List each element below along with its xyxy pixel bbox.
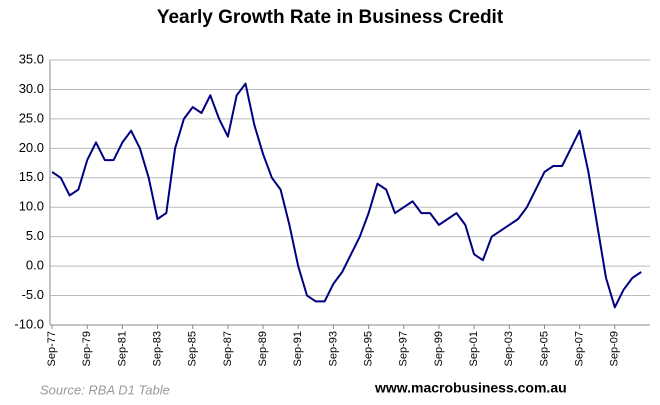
y-tick-label: 0.0 [26, 258, 44, 273]
y-tick-label: 30.0 [19, 81, 44, 96]
x-tick-label: Sep-91 [292, 331, 304, 366]
website: www.macrobusiness.com.au [374, 380, 567, 396]
y-tick-label: 35.0 [19, 51, 44, 66]
x-tick-label: Sep-07 [574, 331, 586, 366]
x-tick-label: Sep-97 [398, 331, 410, 366]
x-tick-label: Sep-03 [503, 331, 515, 366]
x-tick-label: Sep-77 [46, 331, 58, 366]
x-tick-label: Sep-93 [327, 331, 339, 366]
y-tick-label: -5.0 [22, 287, 44, 302]
x-tick-label: Sep-83 [151, 331, 163, 366]
y-tick-label: 5.0 [26, 228, 44, 243]
y-tick-label: 25.0 [19, 110, 44, 125]
y-tick-label: -10.0 [14, 316, 44, 331]
x-tick-label: Sep-95 [362, 331, 374, 366]
x-tick-label: Sep-09 [609, 331, 621, 366]
x-tick-label: Sep-81 [116, 331, 128, 366]
y-tick-label: 10.0 [19, 199, 44, 214]
x-tick-label: Sep-85 [187, 331, 199, 366]
x-tick-label: Sep-79 [81, 331, 93, 366]
x-tick-label: Sep-87 [222, 331, 234, 366]
y-tick-label: 20.0 [19, 140, 44, 155]
x-tick-label: Sep-05 [538, 331, 550, 366]
x-tick-label: Sep-99 [433, 331, 445, 366]
x-tick-label: Sep-89 [257, 331, 269, 366]
chart-title: Yearly Growth Rate in Business Credit [157, 7, 504, 28]
line-series [51, 82, 642, 309]
x-tick-label: Sep-01 [468, 331, 480, 366]
source: Source: RBA D1 Table [40, 382, 170, 397]
y-tick-label: 15.0 [19, 169, 44, 184]
